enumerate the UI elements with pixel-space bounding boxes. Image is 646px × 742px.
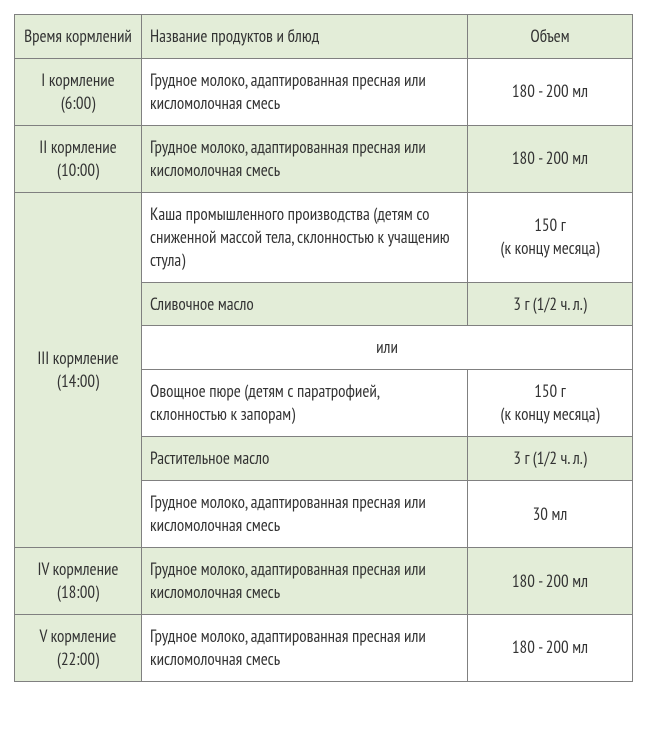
cell-volume: 3 г (1/2 ч. л.) xyxy=(468,437,633,481)
cell-product: Грудное молоко, адаптированная пресная и… xyxy=(142,614,468,681)
cell-volume: 30 мл xyxy=(468,481,633,548)
table-row: II кормление (10:00) Грудное молоко, ада… xyxy=(15,125,633,192)
table-row: V кормление (22:00) Грудное молоко, адап… xyxy=(15,614,633,681)
cell-time: I кормление (6:00) xyxy=(15,58,142,125)
table-row: IV кормление (18:00) Грудное молоко, ада… xyxy=(15,548,633,615)
time-title: IV кормление xyxy=(38,558,119,580)
feeding-schedule-table: Время кормлений Название продуктов и блю… xyxy=(14,14,633,682)
header-volume: Объем xyxy=(468,15,633,59)
time-title: II кормление xyxy=(39,136,116,158)
time-title: III кормление xyxy=(37,347,118,369)
time-title: V кормление xyxy=(40,625,117,647)
cell-product: Грудное молоко, адаптированная пресная и… xyxy=(142,548,468,615)
table-row: I кормление (6:00) Грудное молоко, адапт… xyxy=(15,58,633,125)
volume-value: 150 г xyxy=(534,380,566,402)
time-hour: (18:00) xyxy=(57,581,99,603)
cell-volume: 150 г (к концу месяца) xyxy=(468,192,633,282)
cell-product: Грудное молоко, адаптированная пресная и… xyxy=(142,125,468,192)
cell-volume: 180 - 200 мл xyxy=(468,58,633,125)
cell-time: II кормление (10:00) xyxy=(15,125,142,192)
header-time: Время кормлений xyxy=(15,15,142,59)
header-product: Название продуктов и блюд xyxy=(142,15,468,59)
cell-volume: 180 - 200 мл xyxy=(468,614,633,681)
time-hour: (6:00) xyxy=(61,92,95,114)
cell-product: Каша промышленного производства (детям с… xyxy=(142,192,468,282)
cell-volume: 180 - 200 мл xyxy=(468,125,633,192)
time-title: I кормление xyxy=(41,69,114,91)
table-row: III кормление (14:00) Каша промышленного… xyxy=(15,192,633,282)
cell-product: Грудное молоко, адаптированная пресная и… xyxy=(142,58,468,125)
volume-note: (к концу месяца) xyxy=(501,403,600,425)
time-hour: (22:00) xyxy=(57,648,99,670)
cell-product: Овощное пюре (детям с паратрофией, склон… xyxy=(142,370,468,437)
cell-volume: 180 - 200 мл xyxy=(468,548,633,615)
cell-product: Сливочное масло xyxy=(142,282,468,326)
cell-product: Грудное молоко, адаптированная пресная и… xyxy=(142,481,468,548)
cell-product: Растительное масло xyxy=(142,437,468,481)
cell-volume: 3 г (1/2 ч. л.) xyxy=(468,282,633,326)
time-hour: (10:00) xyxy=(57,159,99,181)
cell-time: IV кормление (18:00) xyxy=(15,548,142,615)
volume-value: 150 г xyxy=(534,214,566,236)
cell-time: III кормление (14:00) xyxy=(15,192,142,547)
volume-note: (к концу месяца) xyxy=(501,237,600,259)
cell-or: или xyxy=(142,326,633,370)
table-header-row: Время кормлений Название продуктов и блю… xyxy=(15,15,633,59)
cell-volume: 150 г (к концу месяца) xyxy=(468,370,633,437)
time-hour: (14:00) xyxy=(57,370,99,392)
cell-time: V кормление (22:00) xyxy=(15,614,142,681)
